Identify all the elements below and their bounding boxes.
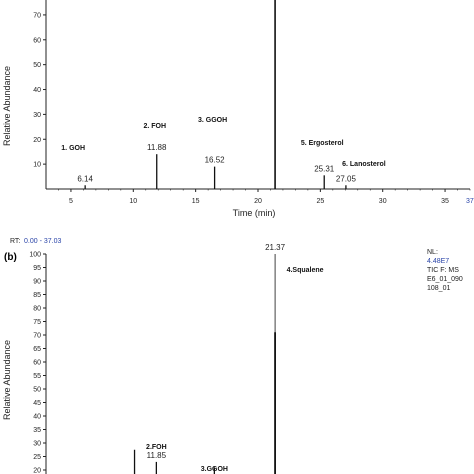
panel-a-peak-rt-label: 27.05	[336, 174, 357, 183]
panel-b-peak-annotation: 2.FOH	[146, 444, 167, 451]
panel-a-peak-annotation: 6. Lanosterol	[342, 161, 386, 168]
panel-a-peak-annotation: 1. GOH	[61, 145, 85, 152]
panel-b-y-tick-label: 20	[33, 468, 41, 474]
panel-a-y-tick-label: 30	[33, 112, 41, 119]
panel-b-y-tick-label: 55	[33, 373, 41, 380]
panel-a-y-ticks: 10 20 30 40 50 60 70	[33, 12, 46, 169]
panel-b-peak-annotation: 3.GGOH	[201, 466, 228, 473]
panel-b-y-tick-label: 60	[33, 360, 41, 367]
panel-b-y-tick-label: 85	[33, 292, 41, 299]
panel-b-peak-annotation: 4.Squalene	[287, 267, 324, 274]
panel-a: Relative Abundance 10 20 30 40 50 60 70 5 10 15 2…	[2, 0, 474, 218]
panel-b-info-file-2: 108_01	[427, 285, 450, 292]
panel-b-peak-rt-label: 11.85	[147, 451, 167, 460]
panel-a-peak-rt-label: 16.52	[205, 156, 226, 165]
panel-b-peaks: 11.85 21.37 2.FOH 3.GGOH 4.Squalene	[133, 243, 324, 474]
panel-a-y-tick-label: 40	[33, 87, 41, 94]
panel-a-y-tick-label: 70	[33, 12, 41, 19]
panel-b-y-tick-label: 75	[33, 319, 41, 326]
panel-b-y-tick-label: 80	[33, 306, 41, 313]
panel-a-x-tick-label: 15	[192, 198, 200, 205]
panel-a-peak-rt-label: 6.14	[77, 174, 93, 183]
panel-b-y-tick-label: 45	[33, 400, 41, 407]
panel-a-x-tick-label: 35	[441, 198, 449, 205]
panel-b-y-axis-title: Relative Abundance	[2, 340, 12, 420]
panel-b-info-block: NL: 4.48E7 TIC F: MS E6_01_090 108_01	[427, 249, 463, 292]
panel-b-y-tick-label: 65	[33, 346, 41, 353]
panel-b-peak-rt-label: 21.37	[265, 243, 286, 252]
panel-b-y-tick-label: 95	[33, 265, 41, 272]
panel-a-x-tick-label: 10	[129, 198, 137, 205]
panel-a-peak-annotation: 2. FOH	[143, 123, 166, 130]
panel-b-info-nl: NL:	[427, 249, 438, 256]
panel-a-x-tick-label: 25	[316, 198, 324, 205]
panel-a-x-tick-label: 5	[69, 198, 73, 205]
panel-a-y-tick-label: 50	[33, 62, 41, 69]
panel-b-y-tick-label: 50	[33, 387, 41, 394]
panel-a-y-tick-label: 10	[33, 162, 41, 169]
panel-a-peak-rt-label: 25.31	[314, 164, 335, 173]
panel-b-rt-header-range: 0.00 - 37.03	[24, 238, 61, 245]
panel-b-rt-header-label: RT:	[10, 238, 20, 245]
panel-a-x-axis-title: Time (min)	[233, 208, 276, 218]
panel-b-y-tick-label: 30	[33, 441, 41, 448]
panel-a-x-end-label: 37	[466, 198, 474, 205]
panel-a-peak-rt-label: 11.88	[147, 143, 167, 152]
panel-b-y-tick-label: 40	[33, 414, 41, 421]
panel-a-peak-annotation: 3. GGOH	[198, 117, 227, 124]
panel-a-x-tick-label: 20	[254, 198, 262, 205]
panel-b-info-scan: TIC F: MS	[427, 267, 459, 274]
panel-b-y-ticks: 20 25 30 35 40 45 50 55 60 65 70 75 80 85 90 95 100	[29, 252, 46, 474]
panel-a-y-tick-label: 60	[33, 37, 41, 44]
panel-b: RT: 0.00 - 37.03 (b) Relative Abundance …	[2, 238, 463, 474]
panel-b-y-tick-label: 90	[33, 279, 41, 286]
panel-b-y-tick-label: 70	[33, 333, 41, 340]
panel-b-y-tick-label: 100	[29, 252, 41, 259]
panel-b-info-file-1: E6_01_090	[427, 276, 463, 283]
panel-a-y-tick-label: 20	[33, 137, 41, 144]
panel-b-y-tick-label: 25	[33, 454, 41, 461]
panel-a-x-ticks: 5 10 15 20 25 30 35	[58, 189, 471, 205]
panel-a-x-tick-label: 30	[379, 198, 387, 205]
panel-b-info-nl-value: 4.48E7	[427, 258, 449, 265]
panel-a-y-axis-title: Relative Abundance	[2, 66, 12, 146]
panel-a-peak-annotation: 5. Ergosterol	[301, 140, 344, 147]
panel-b-label: (b)	[4, 252, 17, 263]
panel-b-y-tick-label: 35	[33, 427, 41, 434]
